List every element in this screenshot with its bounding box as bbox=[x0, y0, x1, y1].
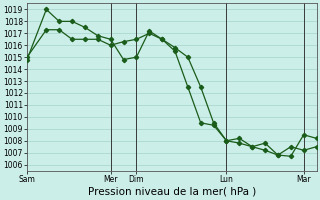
X-axis label: Pression niveau de la mer( hPa ): Pression niveau de la mer( hPa ) bbox=[88, 187, 256, 197]
